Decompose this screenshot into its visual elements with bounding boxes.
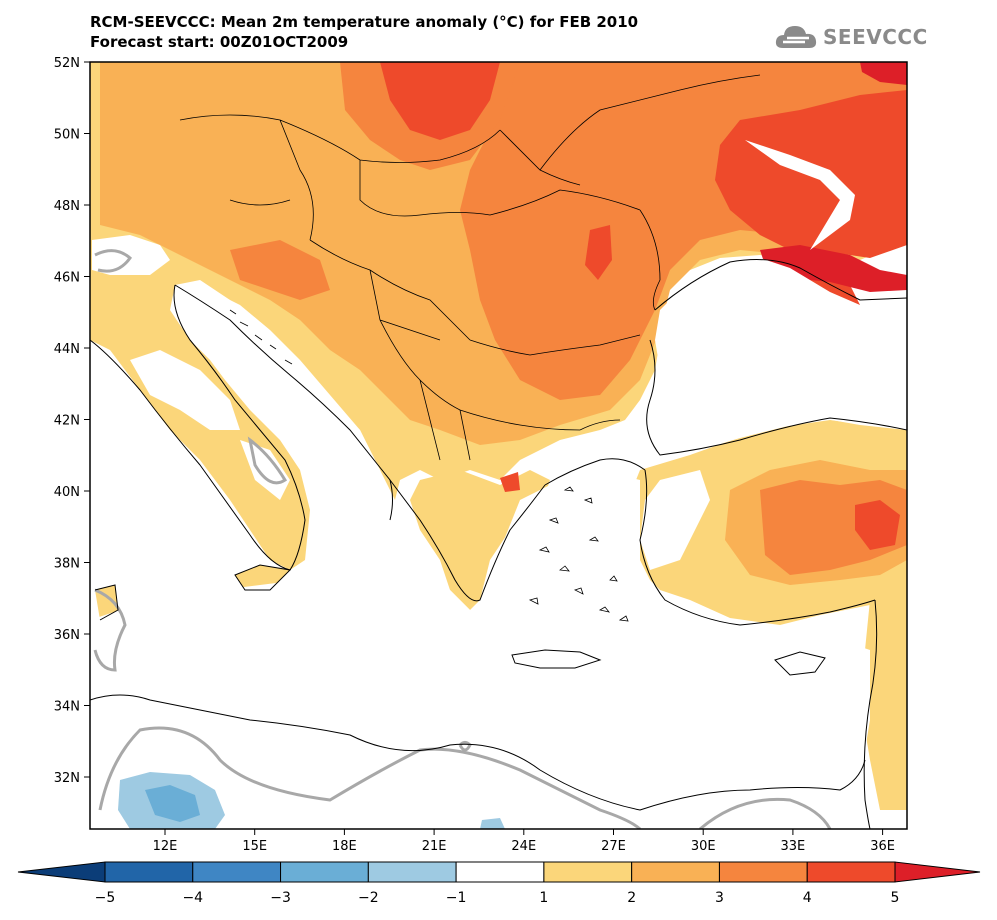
level5-northeast <box>860 62 907 85</box>
colorbar-label: 5 <box>891 890 900 906</box>
colorbar-label: 4 <box>803 890 812 906</box>
land-south-balkans <box>410 470 550 610</box>
lon-tick-label: 27E <box>601 839 626 854</box>
map-title: RCM-SEEVCCC: Mean 2m temperature anomaly… <box>90 12 638 52</box>
adriatic-sea <box>175 285 395 510</box>
colorbar-label: −4 <box>182 890 203 906</box>
map-frame <box>89 61 908 830</box>
white-patch-anatolia <box>640 470 710 570</box>
dalmatian-islands <box>229 309 293 365</box>
mediterranean-sea <box>90 560 870 829</box>
colorbar-segment <box>192 861 282 883</box>
lon-tick-label: 33E <box>781 839 806 854</box>
lat-tick-label: 46N <box>54 271 80 286</box>
aegean-sea <box>500 470 660 650</box>
colorbar-label: 3 <box>715 890 724 906</box>
country-borders <box>179 74 761 461</box>
lat-tick-label: 44N <box>54 342 80 357</box>
level3-alps <box>230 240 330 300</box>
land-levant <box>860 600 907 810</box>
lat-tick-label: 38N <box>54 557 80 572</box>
logo-text: SEEVCCC <box>823 25 928 49</box>
lat-tick-label: 50N <box>54 128 80 143</box>
colorbar-label: −3 <box>270 890 291 906</box>
white-patch-alps <box>92 235 170 275</box>
lat-tick-label: 48N <box>54 199 80 214</box>
zero-contour-sinai <box>458 741 472 752</box>
level4-thessaloniki <box>500 472 520 492</box>
colorbar-segment <box>367 861 457 883</box>
level4-anatolia <box>855 500 900 550</box>
cloud-icon <box>775 26 817 48</box>
lon-tick-label: 24E <box>511 839 536 854</box>
colorbar-label: 2 <box>627 890 636 906</box>
seevccc-logo: SEEVCCC <box>775 22 928 52</box>
zero-contour-sardinia <box>93 588 127 672</box>
colorbar-segment <box>280 861 369 883</box>
latitude-axis: 52N 50N 48N 46N 44N 42N 40N 38N 36N 34N 32N <box>54 56 90 786</box>
map-field <box>90 62 907 829</box>
colorbar-label: −5 <box>95 890 116 906</box>
longitude-axis: 12E 15E 18E 21E 24E 27E 30E 33E 36E <box>153 829 895 854</box>
lon-tick-label: 21E <box>422 839 447 854</box>
colorbar-arrow-left <box>17 861 106 883</box>
level4-poland <box>380 62 500 140</box>
black-sea <box>640 258 907 455</box>
coast-north-africa <box>90 694 866 811</box>
coastlines <box>90 74 907 829</box>
aegean-islands <box>528 486 629 622</box>
colorbar-segment <box>455 861 545 883</box>
title-line-1: RCM-SEEVCCC: Mean 2m temperature anomaly… <box>90 13 639 31</box>
level4-romania <box>585 225 612 280</box>
lon-tick-label: 15E <box>242 839 267 854</box>
lat-tick-label: 34N <box>54 700 80 715</box>
coast-balkans <box>389 458 646 602</box>
coast-levant <box>863 599 878 829</box>
white-patch-italy <box>130 350 240 430</box>
zero-contour-alps <box>94 249 133 273</box>
negative-patch-libya-inner <box>145 785 200 822</box>
colorbar-segment <box>631 861 720 883</box>
lon-tick-label: 12E <box>153 839 178 854</box>
coast-sicily <box>234 564 292 591</box>
coast-anatolia <box>639 469 876 626</box>
colorbar-label: −1 <box>446 890 467 906</box>
zero-contour-italy <box>247 436 288 485</box>
lon-tick-label: 36E <box>870 839 895 854</box>
colorbar-label: −2 <box>358 890 379 906</box>
lon-tick-label: 30E <box>691 839 716 854</box>
colorbar-segment <box>718 861 808 883</box>
level5-azov <box>760 245 907 292</box>
coast-crete <box>511 649 602 669</box>
zero-contours <box>93 249 832 829</box>
coast-sardinia <box>94 584 119 621</box>
title-line-2: Forecast start: 00Z01OCT2009 <box>90 33 349 51</box>
negative-patch-egypt <box>480 818 505 829</box>
lat-tick-label: 36N <box>54 628 80 643</box>
zero-contour-egypt <box>699 797 832 829</box>
colorbar-label: 1 <box>539 890 548 906</box>
colorbar-segment <box>543 861 633 883</box>
lat-tick-label: 40N <box>54 485 80 500</box>
lat-tick-label: 32N <box>54 771 80 786</box>
colorbar: −5 −4 −3 −2 −1 1 2 3 4 5 <box>17 861 981 906</box>
lat-tick-label: 52N <box>54 56 80 71</box>
lon-tick-label: 18E <box>332 839 357 854</box>
lat-tick-label: 42N <box>54 414 80 429</box>
coast-cyprus <box>774 651 826 676</box>
colorbar-segment <box>104 861 194 883</box>
colorbar-arrow-right <box>894 861 981 883</box>
white-patch-ukraine <box>745 140 855 250</box>
coast-black-sea <box>646 259 907 456</box>
zero-contour-libya <box>98 726 642 829</box>
colorbar-segment <box>806 861 896 883</box>
